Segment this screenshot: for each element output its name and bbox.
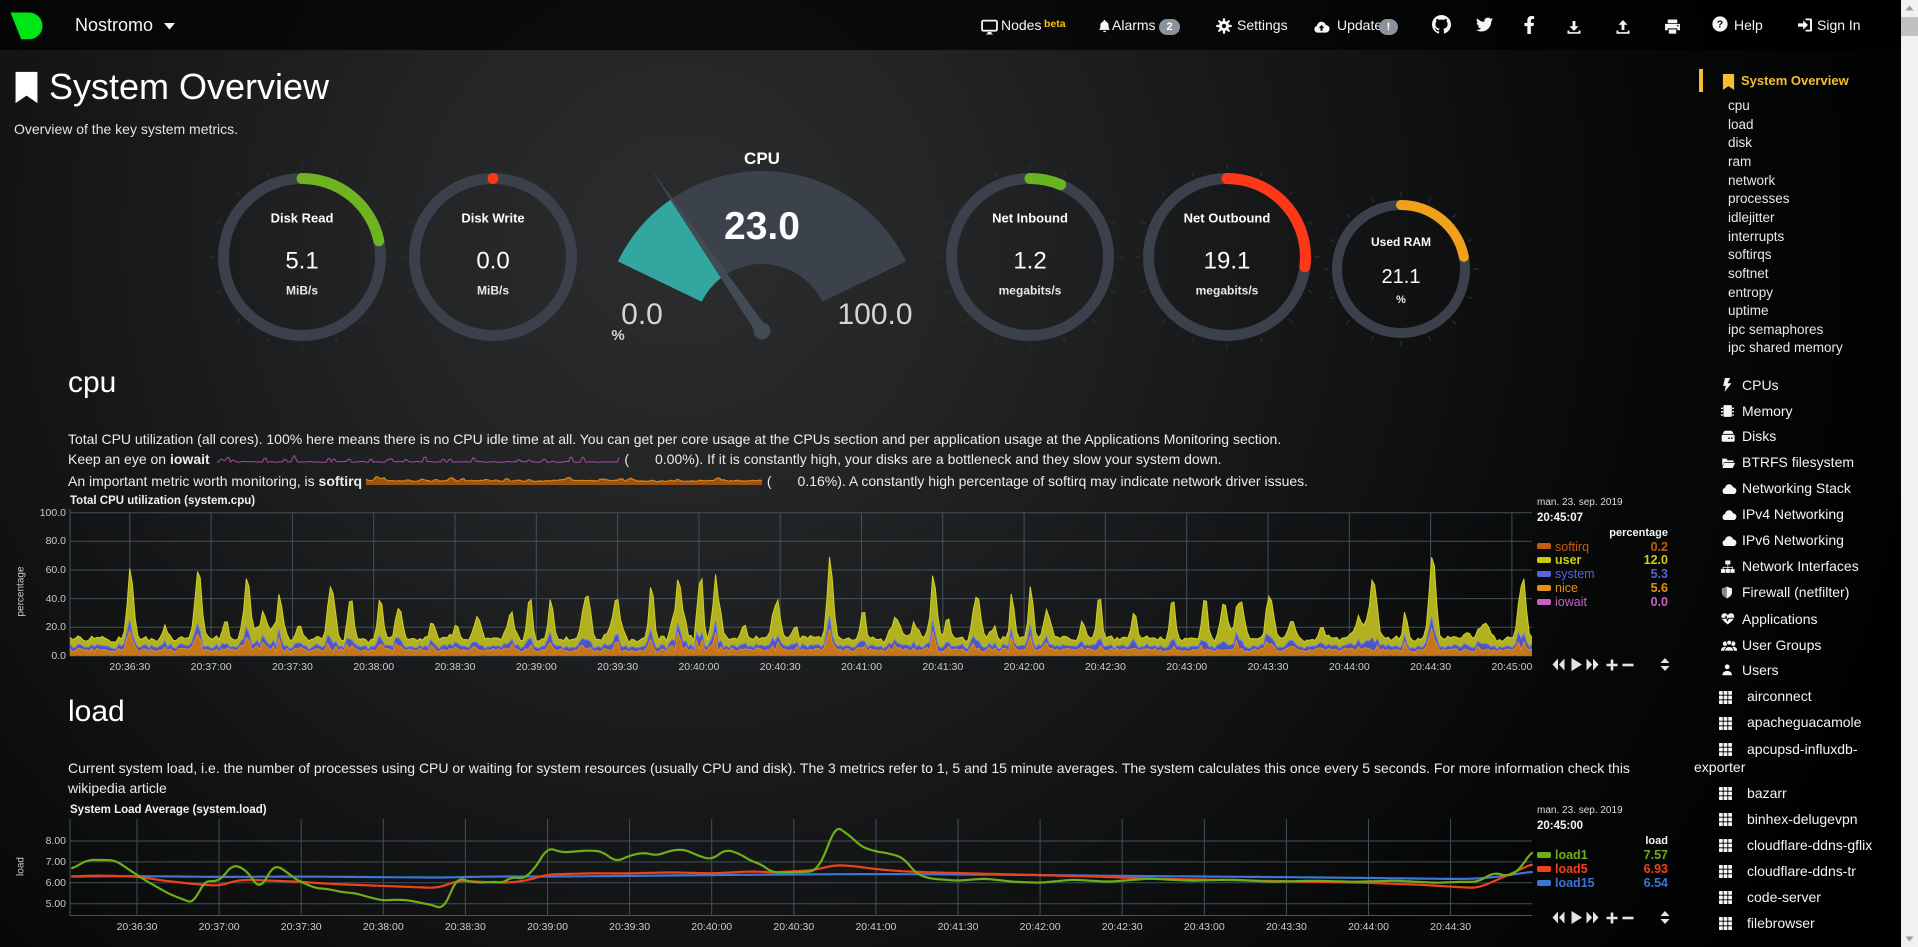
svg-text:1.2: 1.2 xyxy=(1013,248,1046,275)
svg-text:%: % xyxy=(1396,294,1406,306)
svg-text:Net Inbound: Net Inbound xyxy=(992,211,1068,226)
svg-text:Disk Read: Disk Read xyxy=(271,211,334,226)
svg-text:0.0: 0.0 xyxy=(621,298,663,331)
svg-text:MiB/s: MiB/s xyxy=(286,284,318,298)
svg-text:MiB/s: MiB/s xyxy=(477,284,509,298)
svg-text:21.1: 21.1 xyxy=(1382,266,1421,288)
svg-text:megabits/s: megabits/s xyxy=(1196,284,1259,298)
svg-text:0.0: 0.0 xyxy=(476,248,509,275)
svg-text:5.1: 5.1 xyxy=(285,248,318,275)
svg-text:CPU: CPU xyxy=(744,149,780,168)
svg-text:?: ? xyxy=(1717,19,1723,31)
svg-text:Net Outbound: Net Outbound xyxy=(1184,211,1271,226)
svg-text:Used RAM: Used RAM xyxy=(1371,235,1431,249)
svg-text:19.1: 19.1 xyxy=(1204,248,1251,275)
svg-text:23.0: 23.0 xyxy=(724,205,800,248)
svg-text:%: % xyxy=(611,327,624,344)
svg-text:Disk Write: Disk Write xyxy=(461,211,524,226)
svg-text:megabits/s: megabits/s xyxy=(999,284,1062,298)
svg-text:100.0: 100.0 xyxy=(837,298,912,331)
